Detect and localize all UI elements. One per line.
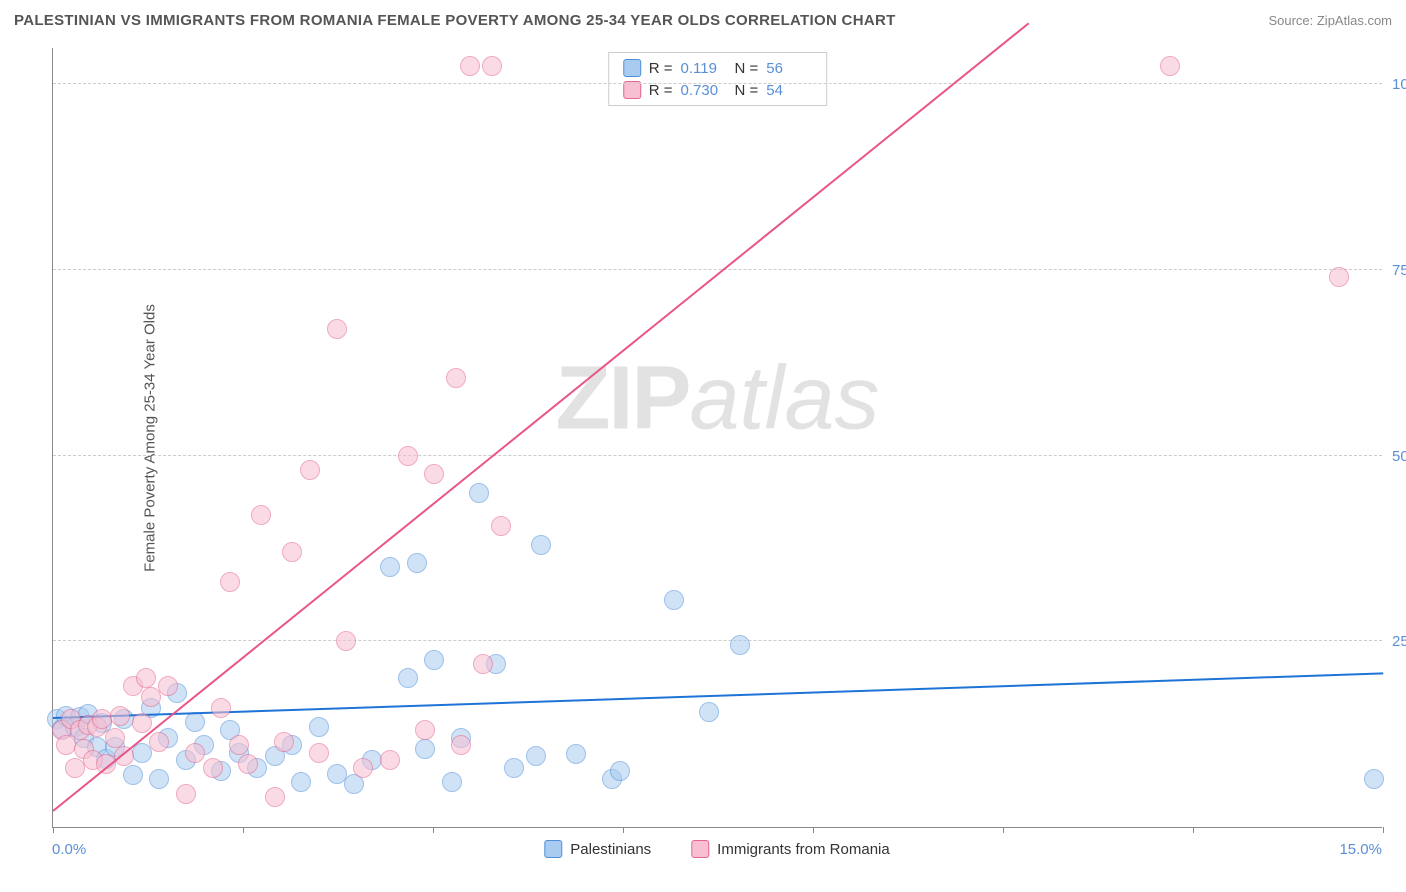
data-point (469, 483, 489, 503)
watermark-zip: ZIP (555, 348, 689, 448)
data-point (526, 746, 546, 766)
swatch-romania-bottom (691, 840, 709, 858)
data-point (291, 772, 311, 792)
data-point (1160, 56, 1180, 76)
n-value-palestinians: 56 (766, 60, 812, 77)
data-point (566, 744, 586, 764)
data-point (504, 758, 524, 778)
data-point (460, 56, 480, 76)
data-point (446, 368, 466, 388)
chart-container: Female Poverty Among 25-34 Year Olds ZIP… (52, 48, 1382, 828)
data-point (132, 713, 152, 733)
data-point (238, 754, 258, 774)
data-point (380, 557, 400, 577)
data-point (203, 758, 223, 778)
x-tick (433, 827, 434, 833)
plot-area: ZIPatlas R = 0.119 N = 56 R = 0.730 N = … (52, 48, 1382, 828)
x-axis-end: 15.0% (1339, 841, 1382, 858)
x-tick (1383, 827, 1384, 833)
legend-item-romania: Immigrants from Romania (691, 840, 890, 858)
swatch-palestinians (623, 59, 641, 77)
data-point (229, 735, 249, 755)
data-point (415, 720, 435, 740)
data-point (424, 650, 444, 670)
data-point (610, 761, 630, 781)
y-tick-label: 50.0% (1392, 448, 1406, 465)
data-point (407, 553, 427, 573)
x-tick (53, 827, 54, 833)
x-tick (623, 827, 624, 833)
data-point (327, 764, 347, 784)
n-label: N = (735, 60, 759, 77)
data-point (110, 706, 130, 726)
data-point (265, 787, 285, 807)
data-point (1364, 769, 1384, 789)
x-tick (813, 827, 814, 833)
gridline (53, 269, 1382, 270)
data-point (327, 319, 347, 339)
data-point (149, 732, 169, 752)
x-tick (1003, 827, 1004, 833)
r-label: R = (649, 60, 673, 77)
data-point (158, 676, 178, 696)
data-point (185, 743, 205, 763)
gridline (53, 455, 1382, 456)
data-point (123, 765, 143, 785)
legend-label-palestinians: Palestinians (570, 841, 651, 858)
data-point (141, 687, 161, 707)
data-point (699, 702, 719, 722)
data-point (309, 717, 329, 737)
chart-title: PALESTINIAN VS IMMIGRANTS FROM ROMANIA F… (14, 12, 896, 29)
data-point (482, 56, 502, 76)
y-tick-label: 100.0% (1392, 76, 1406, 93)
y-tick-label: 75.0% (1392, 262, 1406, 279)
data-point (185, 712, 205, 732)
legend-correlation: R = 0.119 N = 56 R = 0.730 N = 54 (608, 52, 828, 106)
data-point (274, 732, 294, 752)
watermark: ZIPatlas (555, 347, 879, 450)
data-point (220, 572, 240, 592)
data-point (664, 590, 684, 610)
x-axis-start: 0.0% (52, 841, 86, 858)
data-point (451, 735, 471, 755)
chart-header: PALESTINIAN VS IMMIGRANTS FROM ROMANIA F… (14, 12, 1392, 29)
data-point (105, 728, 125, 748)
data-point (211, 698, 231, 718)
legend-label-romania: Immigrants from Romania (717, 841, 890, 858)
data-point (415, 739, 435, 759)
data-point (730, 635, 750, 655)
data-point (491, 516, 511, 536)
r-value-palestinians: 0.119 (681, 60, 727, 77)
data-point (176, 784, 196, 804)
data-point (300, 460, 320, 480)
data-point (424, 464, 444, 484)
data-point (353, 758, 373, 778)
swatch-palestinians-bottom (544, 840, 562, 858)
x-tick (1193, 827, 1194, 833)
data-point (309, 743, 329, 763)
data-point (398, 668, 418, 688)
trend-line (52, 23, 1029, 812)
legend-item-palestinians: Palestinians (544, 840, 651, 858)
data-point (336, 631, 356, 651)
data-point (380, 750, 400, 770)
data-point (442, 772, 462, 792)
gridline (53, 83, 1382, 84)
chart-source: Source: ZipAtlas.com (1268, 13, 1392, 28)
data-point (398, 446, 418, 466)
y-tick-label: 25.0% (1392, 633, 1406, 650)
legend-series: Palestinians Immigrants from Romania (544, 840, 889, 858)
data-point (1329, 267, 1349, 287)
watermark-atlas: atlas (689, 348, 879, 448)
data-point (473, 654, 493, 674)
data-point (531, 535, 551, 555)
data-point (136, 668, 156, 688)
data-point (282, 542, 302, 562)
gridline (53, 640, 1382, 641)
data-point (251, 505, 271, 525)
legend-row-palestinians: R = 0.119 N = 56 (623, 57, 813, 79)
data-point (149, 769, 169, 789)
x-tick (243, 827, 244, 833)
